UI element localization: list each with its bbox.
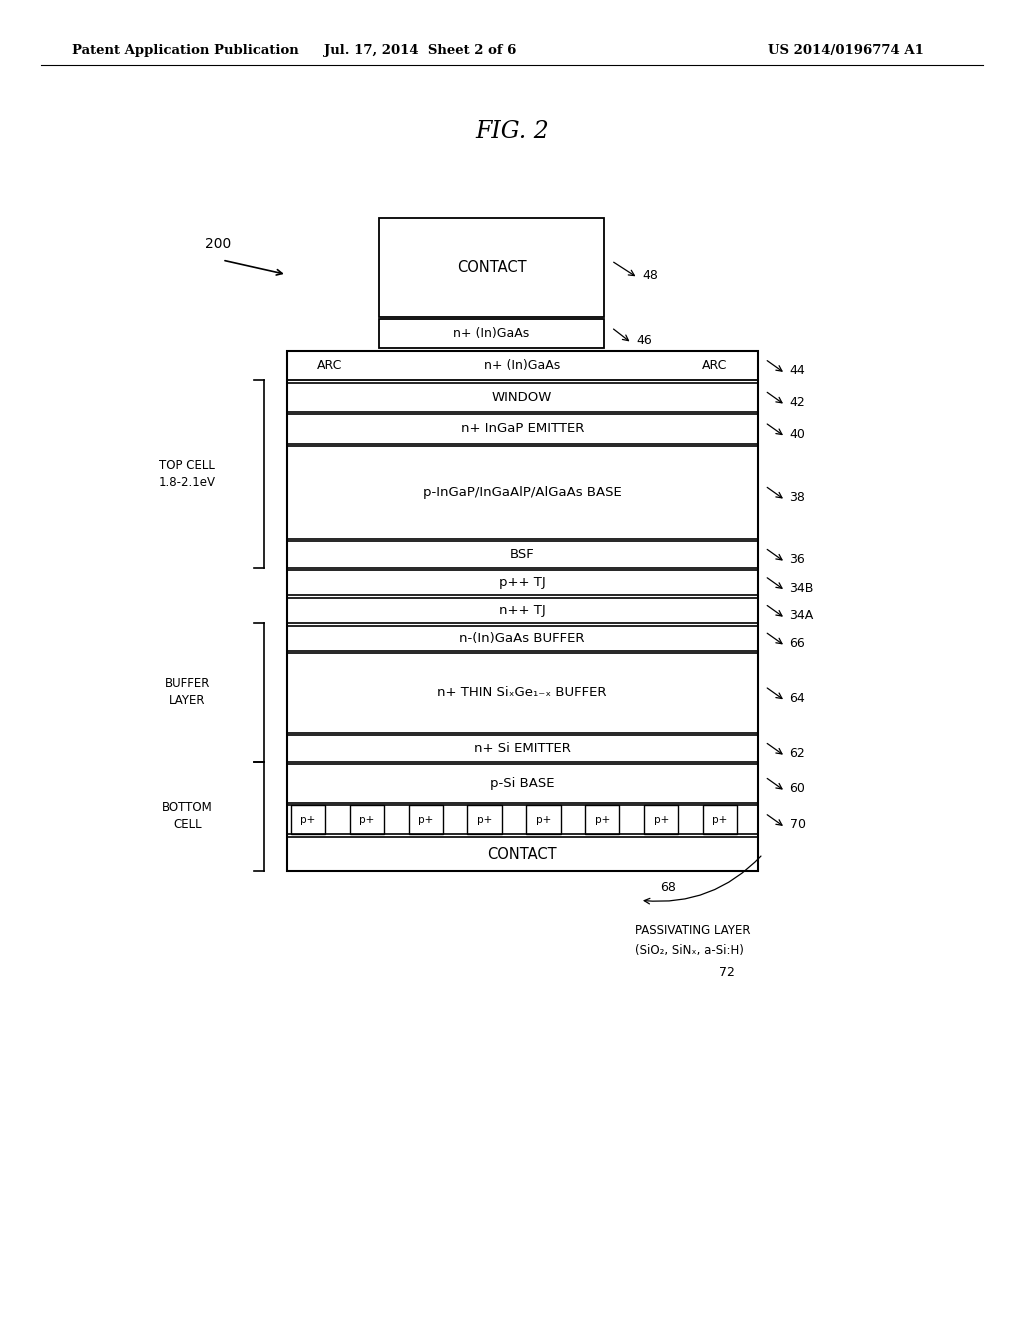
Bar (350, 805, 384, 834)
Text: p+: p+ (595, 814, 610, 825)
Bar (468, 805, 502, 834)
Text: US 2014/0196774 A1: US 2014/0196774 A1 (768, 44, 924, 57)
Text: 62: 62 (790, 747, 805, 760)
Bar (287, 653, 758, 733)
Text: BUFFER
LAYER: BUFFER LAYER (165, 677, 210, 708)
Text: 40: 40 (790, 428, 806, 441)
Bar (287, 837, 758, 871)
Text: 34B: 34B (790, 582, 814, 594)
Text: p+: p+ (536, 814, 551, 825)
Bar (287, 735, 758, 762)
Bar (287, 541, 758, 568)
Text: Jul. 17, 2014  Sheet 2 of 6: Jul. 17, 2014 Sheet 2 of 6 (324, 44, 516, 57)
Text: Patent Application Publication: Patent Application Publication (72, 44, 298, 57)
Text: 66: 66 (790, 638, 805, 649)
Bar (291, 805, 325, 834)
Text: 64: 64 (790, 692, 805, 705)
Bar (526, 805, 560, 834)
Text: n+ (In)GaAs: n+ (In)GaAs (454, 327, 529, 341)
Bar (287, 446, 758, 539)
Text: 60: 60 (790, 783, 806, 795)
Bar (586, 805, 620, 834)
Bar (287, 764, 758, 803)
Text: 46: 46 (636, 334, 651, 347)
Text: p+: p+ (653, 814, 669, 825)
Bar (287, 598, 758, 623)
Bar (287, 414, 758, 444)
Bar (379, 218, 604, 317)
Bar (287, 351, 758, 871)
Text: TOP CELL
1.8-2.1eV: TOP CELL 1.8-2.1eV (159, 459, 216, 488)
Text: n+ Si EMITTER: n+ Si EMITTER (474, 742, 570, 755)
Bar (287, 351, 758, 380)
Text: PASSIVATING LAYER: PASSIVATING LAYER (635, 924, 751, 937)
Text: 48: 48 (642, 269, 658, 281)
Bar (287, 626, 758, 651)
Bar (409, 805, 442, 834)
Text: p+: p+ (418, 814, 433, 825)
Text: ARC: ARC (317, 359, 342, 372)
Text: p+: p+ (359, 814, 375, 825)
Text: 34A: 34A (790, 610, 814, 622)
Text: WINDOW: WINDOW (493, 391, 552, 404)
Text: n-(In)GaAs BUFFER: n-(In)GaAs BUFFER (460, 632, 585, 644)
Bar (287, 383, 758, 412)
Text: p+: p+ (713, 814, 728, 825)
Text: CONTACT: CONTACT (487, 846, 557, 862)
Text: p+: p+ (300, 814, 315, 825)
Text: BOTTOM
CELL: BOTTOM CELL (162, 801, 213, 832)
Text: p-InGaP/InGaAlP/AlGaAs BASE: p-InGaP/InGaAlP/AlGaAs BASE (423, 486, 622, 499)
Text: (SiO₂, SiNₓ, a-Si:H): (SiO₂, SiNₓ, a-Si:H) (635, 944, 743, 957)
Text: 200: 200 (205, 236, 231, 251)
Text: 44: 44 (790, 364, 805, 378)
Bar (379, 319, 604, 348)
Text: p++ TJ: p++ TJ (499, 577, 546, 589)
Text: FIG. 2: FIG. 2 (475, 120, 549, 144)
Text: ARC: ARC (702, 359, 727, 372)
Text: n+ (In)GaAs: n+ (In)GaAs (484, 359, 560, 372)
Text: 38: 38 (790, 491, 806, 504)
Text: 72: 72 (719, 966, 735, 979)
Text: p+: p+ (477, 814, 493, 825)
Text: BSF: BSF (510, 548, 535, 561)
Bar (644, 805, 678, 834)
Text: 70: 70 (790, 818, 806, 832)
Text: n+ THIN SiₓGe₁₋ₓ BUFFER: n+ THIN SiₓGe₁₋ₓ BUFFER (437, 686, 607, 700)
Text: n+ InGaP EMITTER: n+ InGaP EMITTER (461, 422, 584, 436)
Text: 36: 36 (790, 553, 805, 566)
Bar (287, 570, 758, 595)
Bar (703, 805, 737, 834)
Text: n++ TJ: n++ TJ (499, 605, 546, 616)
Text: p-Si BASE: p-Si BASE (490, 777, 554, 789)
Text: 42: 42 (790, 396, 805, 409)
Text: 68: 68 (660, 880, 677, 894)
Text: CONTACT: CONTACT (457, 260, 526, 275)
